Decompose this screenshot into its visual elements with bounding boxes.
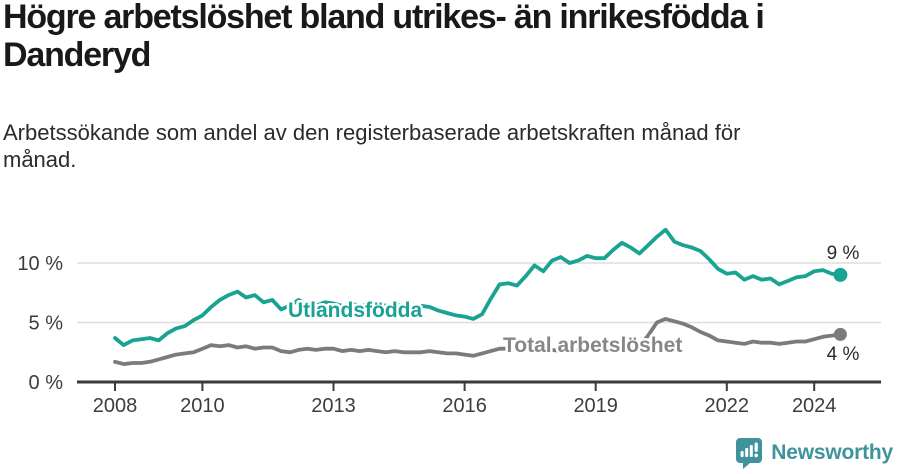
series-label-0: Utlandsfödda — [288, 299, 422, 322]
y-tick-label: 0 % — [29, 372, 64, 394]
series-line-0 — [113, 227, 843, 348]
x-tick-label: 2013 — [311, 395, 356, 417]
x-tick-label: 2008 — [93, 395, 138, 417]
series-end-dot-0 — [833, 267, 848, 282]
x-tick-label: 2019 — [573, 395, 618, 417]
brand-name: Newsworthy — [771, 441, 893, 464]
x-tick-label: 2016 — [442, 395, 487, 417]
y-tick-label: 10 % — [17, 253, 63, 275]
y-tick-label: 5 % — [29, 313, 64, 335]
newsworthy-logo-icon — [735, 437, 763, 469]
x-tick-label: 2022 — [705, 395, 750, 417]
series-line-1 — [113, 316, 843, 367]
series-end-dot-1 — [833, 327, 847, 341]
series-end-value-1: 4 % — [827, 344, 860, 365]
series-end-value-0: 9 % — [827, 243, 860, 264]
series-label-1: Total arbetslöshet — [503, 334, 682, 357]
page-subtitle: Arbetssökande som andel av den registerb… — [3, 120, 741, 172]
x-tick-label: 2010 — [180, 395, 225, 417]
brand-footer: Newsworthy — [735, 437, 893, 469]
x-tick-label: 2024 — [792, 395, 837, 417]
page-title: Högre arbetslöshet bland utrikes- än inr… — [3, 0, 765, 74]
